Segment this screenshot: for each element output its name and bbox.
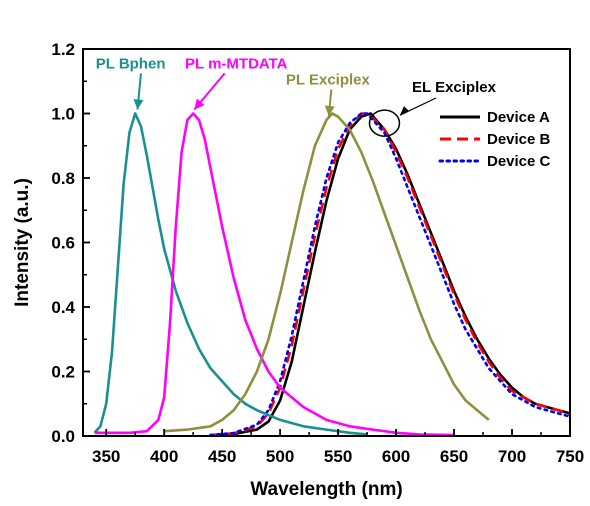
x-tick-label: 400 — [150, 447, 178, 466]
axis-ticks: 350 400 450 500 550 600 650 700 750 0.0 0.2 0.4 0.6 0… — [51, 40, 584, 466]
y-tick-label: 0.4 — [51, 298, 75, 317]
annotation-pl-exciplex: PL Exciplex — [286, 71, 371, 88]
x-tick-label: 650 — [440, 447, 468, 466]
series-line-pl-exciplex — [164, 112, 490, 433]
x-axis-title: Wavelength (nm) — [250, 479, 402, 500]
series-line-device-a — [210, 112, 571, 437]
series-curves — [93, 112, 572, 437]
y-tick-label: 1.2 — [51, 40, 75, 59]
x-tick-label: 450 — [208, 447, 236, 466]
y-axis-title: Intensity (a.u.) — [12, 178, 33, 307]
annotation-arrowhead-pl-exciplex — [324, 105, 335, 116]
y-tick-label: 0.8 — [51, 169, 75, 188]
annotation-pl-bphen: PL Bphen — [96, 55, 166, 72]
x-tick-label: 550 — [324, 447, 352, 466]
series-line-device-b — [210, 112, 571, 437]
x-tick-label: 750 — [556, 447, 584, 466]
y-tick-label: 0.6 — [51, 234, 75, 253]
x-tick-label: 600 — [382, 447, 410, 466]
legend-label-device-c: Device C — [487, 153, 551, 170]
annotation-arrowhead-pl-bphen — [133, 99, 144, 110]
y-tick-label: 0.0 — [51, 427, 75, 446]
callout-arrowhead — [400, 106, 409, 116]
x-tick-label: 500 — [266, 447, 294, 466]
x-tick-label: 700 — [498, 447, 526, 466]
annotation-pl-m-mtdata: PL m-MTDATA — [185, 55, 288, 72]
legend-label-device-b: Device B — [487, 131, 551, 148]
series-line-device-c — [209, 112, 572, 437]
annotation-arrowhead-pl-m-mtdata — [194, 98, 205, 110]
callout-ellipse — [368, 109, 401, 137]
legend-label-device-a: Device A — [487, 109, 550, 126]
legend: EL Exciplex Device A Device B Device C — [412, 79, 551, 170]
x-tick-label: 350 — [92, 447, 120, 466]
series-line-pl-m-mtdata — [94, 112, 455, 437]
y-tick-label: 1.0 — [51, 105, 75, 124]
legend-title: EL Exciplex — [412, 79, 497, 96]
series-line-pl-bphen — [93, 112, 368, 436]
y-tick-label: 0.2 — [51, 363, 75, 382]
